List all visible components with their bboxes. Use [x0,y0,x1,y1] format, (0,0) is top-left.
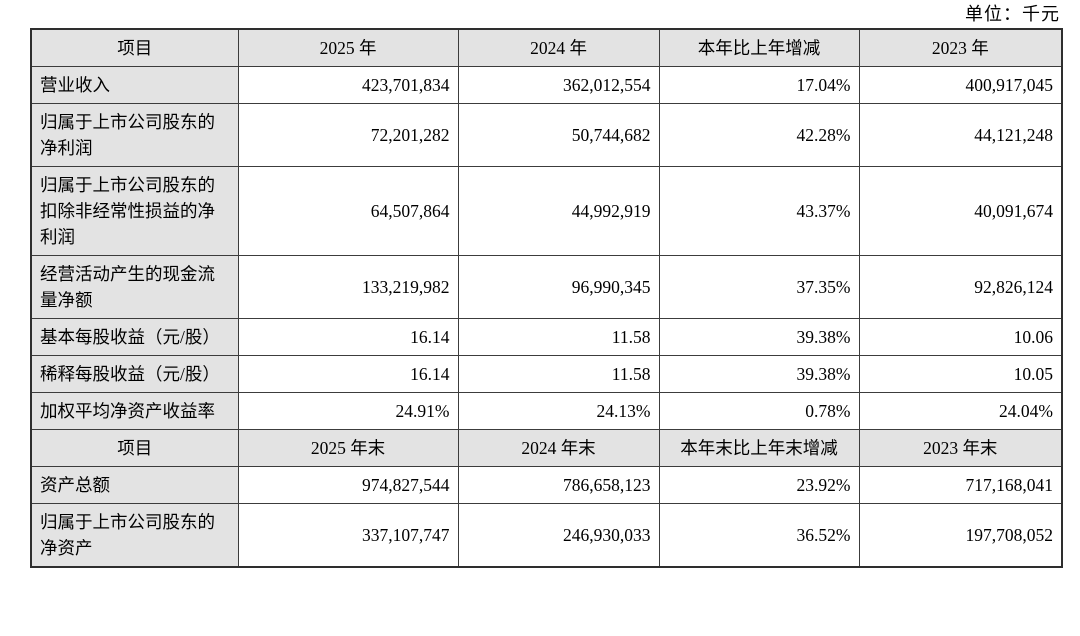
value-cell: 11.58 [457,355,660,393]
row-label-cell: 资产总额 [30,466,239,504]
value-cell: 24.91% [237,392,459,430]
header-cell: 2025 年 [237,28,459,67]
value-cell: 337,107,747 [237,503,459,568]
value-cell: 36.52% [658,503,860,568]
row-label-cell: 归属于上市公司股东的扣除非经常性损益的净利润 [30,166,239,256]
unit-label: 单位：千元 [965,4,1060,24]
header-cell: 2025 年末 [237,429,459,467]
header-cell: 2024 年 [457,28,660,67]
value-cell: 16.14 [237,318,459,356]
header-cell: 项目 [30,28,239,67]
financial-summary-table: 项目 2025 年 2024 年 本年比上年增减 2023 年 营业收入 423… [30,28,1063,568]
table-row: 归属于上市公司股东的扣除非经常性损益的净利润 64,507,864 44,992… [30,166,1063,256]
table-row: 归属于上市公司股东的净资产 337,107,747 246,930,033 36… [30,503,1063,568]
row-label-cell: 营业收入 [30,66,239,104]
value-cell: 24.04% [858,392,1063,430]
value-cell: 717,168,041 [858,466,1063,504]
value-cell: 92,826,124 [858,255,1063,319]
table-header-row: 项目 2025 年 2024 年 本年比上年增减 2023 年 [30,28,1063,67]
value-cell: 11.58 [457,318,660,356]
value-cell: 24.13% [457,392,660,430]
table-row: 稀释每股收益（元/股） 16.14 11.58 39.38% 10.05 [30,355,1063,393]
table-row: 资产总额 974,827,544 786,658,123 23.92% 717,… [30,466,1063,504]
value-cell: 17.04% [658,66,860,104]
value-cell: 39.38% [658,355,860,393]
table-row: 经营活动产生的现金流量净额 133,219,982 96,990,345 37.… [30,255,1063,319]
header-cell: 2024 年末 [457,429,660,467]
header-cell: 项目 [30,429,239,467]
row-label-cell: 经营活动产生的现金流量净额 [30,255,239,319]
value-cell: 39.38% [658,318,860,356]
value-cell: 974,827,544 [237,466,459,504]
row-label-cell: 基本每股收益（元/股） [30,318,239,356]
value-cell: 246,930,033 [457,503,660,568]
row-label-cell: 归属于上市公司股东的净利润 [30,103,239,167]
header-cell: 本年末比上年末增减 [658,429,860,467]
value-cell: 362,012,554 [457,66,660,104]
table-header-row: 项目 2025 年末 2024 年末 本年末比上年末增减 2023 年末 [30,429,1063,467]
value-cell: 44,992,919 [457,166,660,256]
value-cell: 64,507,864 [237,166,459,256]
value-cell: 23.92% [658,466,860,504]
value-cell: 786,658,123 [457,466,660,504]
value-cell: 72,201,282 [237,103,459,167]
value-cell: 133,219,982 [237,255,459,319]
value-cell: 96,990,345 [457,255,660,319]
table-row: 基本每股收益（元/股） 16.14 11.58 39.38% 10.06 [30,318,1063,356]
table-row: 归属于上市公司股东的净利润 72,201,282 50,744,682 42.2… [30,103,1063,167]
value-cell: 400,917,045 [858,66,1063,104]
value-cell: 10.06 [858,318,1063,356]
value-cell: 197,708,052 [858,503,1063,568]
value-cell: 43.37% [658,166,860,256]
table-body: 项目 2025 年 2024 年 本年比上年增减 2023 年 营业收入 423… [30,28,1063,568]
value-cell: 40,091,674 [858,166,1063,256]
header-cell: 2023 年末 [858,429,1063,467]
row-label-cell: 稀释每股收益（元/股） [30,355,239,393]
table-row: 营业收入 423,701,834 362,012,554 17.04% 400,… [30,66,1063,104]
value-cell: 0.78% [658,392,860,430]
value-cell: 50,744,682 [457,103,660,167]
value-cell: 44,121,248 [858,103,1063,167]
table-row: 加权平均净资产收益率 24.91% 24.13% 0.78% 24.04% [30,392,1063,430]
row-label-cell: 归属于上市公司股东的净资产 [30,503,239,568]
header-cell: 2023 年 [858,28,1063,67]
value-cell: 10.05 [858,355,1063,393]
value-cell: 423,701,834 [237,66,459,104]
header-cell: 本年比上年增减 [658,28,860,67]
value-cell: 16.14 [237,355,459,393]
value-cell: 42.28% [658,103,860,167]
row-label-cell: 加权平均净资产收益率 [30,392,239,430]
value-cell: 37.35% [658,255,860,319]
